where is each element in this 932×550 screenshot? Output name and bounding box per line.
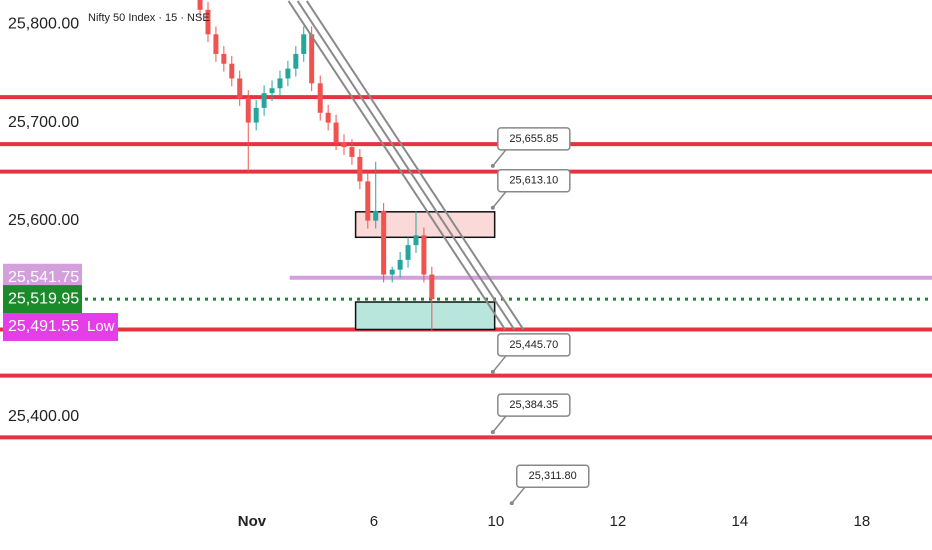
candle-body bbox=[213, 34, 219, 54]
candle-body bbox=[381, 210, 387, 275]
callout-anchor bbox=[490, 205, 495, 210]
price-tag-label: 25,491.55 bbox=[8, 318, 79, 335]
candle-body bbox=[309, 34, 315, 84]
candle-body bbox=[285, 68, 291, 79]
trendline bbox=[296, 0, 516, 331]
callout-label: 25,384.35 bbox=[509, 399, 558, 411]
candle-body bbox=[293, 53, 299, 69]
price-tag bbox=[3, 285, 82, 314]
callout-anchor bbox=[509, 501, 514, 506]
y-tick-label: 25,400.00 bbox=[8, 408, 79, 425]
callout-pointer bbox=[492, 355, 507, 373]
callout-pointer bbox=[511, 486, 526, 504]
candle-body bbox=[197, 0, 203, 10]
x-tick-label: 6 bbox=[370, 513, 378, 530]
candle-body bbox=[413, 235, 419, 246]
y-tick-label: 25,600.00 bbox=[8, 212, 79, 229]
trendline bbox=[287, 0, 506, 331]
callout-anchor bbox=[490, 430, 495, 435]
candle-body bbox=[229, 63, 235, 79]
callout-label: 25,655.85 bbox=[509, 133, 558, 145]
x-axis-band bbox=[0, 505, 932, 550]
candle-body bbox=[221, 53, 227, 64]
candle-body bbox=[429, 274, 435, 300]
candle-body bbox=[269, 88, 275, 94]
y-tick-label: 25,700.00 bbox=[8, 114, 79, 131]
candle-body bbox=[317, 83, 323, 113]
price-tag-note: Low bbox=[87, 318, 115, 335]
price-tag bbox=[3, 312, 82, 341]
callout-anchor bbox=[490, 369, 495, 374]
candle-body bbox=[333, 122, 339, 143]
price-tag-label: 25,541.75 bbox=[8, 269, 79, 286]
callout-label: 25,613.10 bbox=[509, 175, 558, 187]
callout-box bbox=[515, 464, 590, 488]
candle-body bbox=[341, 142, 347, 148]
candle-body bbox=[325, 112, 331, 123]
x-tick-label: 18 bbox=[854, 513, 871, 530]
callout-pointer bbox=[492, 149, 507, 167]
x-tick-label: 10 bbox=[488, 513, 505, 530]
candle-body bbox=[301, 34, 307, 54]
candle-body bbox=[405, 245, 411, 260]
x-tick-label: Nov bbox=[238, 513, 267, 530]
chart-title: Nifty 50 Index · 15 · NSE bbox=[88, 12, 210, 24]
x-tick-label: 14 bbox=[732, 513, 749, 530]
callout-label: 25,311.80 bbox=[529, 470, 577, 482]
callout-pointer bbox=[492, 415, 507, 433]
candle-body bbox=[389, 269, 395, 275]
y-tick-label: 25,800.00 bbox=[8, 16, 79, 33]
candle-body bbox=[245, 98, 251, 123]
candle-body bbox=[421, 235, 427, 275]
zone bbox=[354, 301, 496, 331]
candle-body bbox=[261, 93, 267, 108]
candle-body bbox=[237, 78, 243, 99]
candle-body bbox=[397, 259, 403, 270]
candle-body bbox=[253, 107, 259, 123]
price-tag-note-box bbox=[82, 312, 118, 341]
x-tick-label: 12 bbox=[610, 513, 627, 530]
trendline bbox=[305, 0, 525, 331]
callout-box bbox=[497, 333, 571, 357]
candle-body bbox=[365, 181, 371, 221]
price-tag-label: 25,519.95 bbox=[8, 290, 79, 307]
candle-body bbox=[277, 78, 283, 89]
candle-body bbox=[373, 210, 379, 221]
callout-box bbox=[497, 393, 571, 417]
callout-pointer bbox=[492, 191, 507, 209]
callout-box bbox=[497, 169, 571, 193]
candle-body bbox=[349, 147, 355, 157]
candle-body bbox=[357, 156, 363, 182]
callout-anchor bbox=[490, 163, 495, 168]
candle-body bbox=[205, 9, 211, 35]
callout-box bbox=[497, 127, 571, 151]
callout-label: 25,445.70 bbox=[509, 339, 558, 351]
